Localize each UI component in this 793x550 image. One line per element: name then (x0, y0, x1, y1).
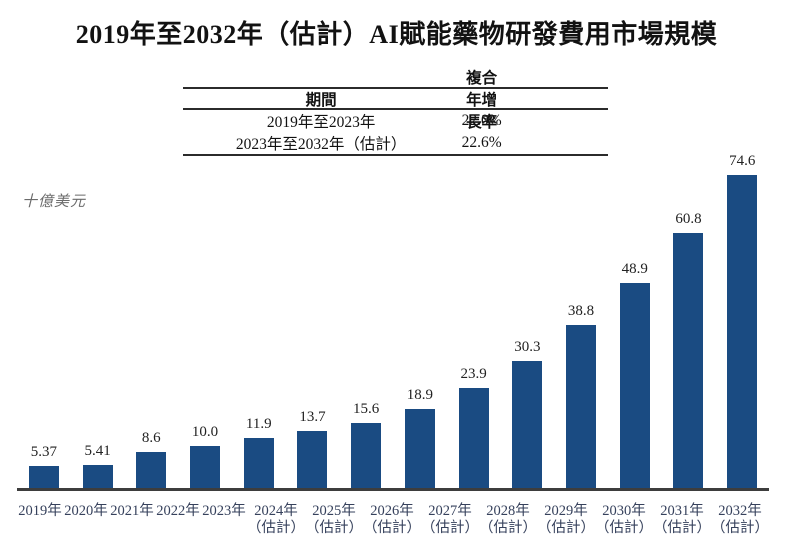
cagr-table-header-cagr: 複合年增長率 (466, 69, 498, 131)
x-axis-label-estimate: （估計） (421, 520, 479, 537)
x-axis-label-year: 2027年 (428, 503, 472, 519)
bar-value-label: 23.9 (460, 365, 487, 382)
bar-group: 5.37 (17, 443, 71, 488)
x-axis-label-year: 2025年 (312, 503, 356, 519)
bar-group: 18.9 (393, 387, 447, 488)
cagr-table-row: 2023年至2032年（估計） 22.6% (183, 132, 608, 154)
x-axis-label: 2030年 （估計） (595, 503, 653, 537)
bar-group: 13.7 (286, 408, 340, 488)
x-axis-label-year: 2021年 (110, 503, 154, 519)
bar-group: 15.6 (339, 400, 393, 488)
cagr-period-value: 2023年至2032年（估計） (235, 136, 407, 153)
cagr-rate-value: 22.0% (461, 112, 502, 129)
x-axis-label: 2026年 （估計） (363, 503, 421, 537)
x-axis-label-year: 2029年 (544, 503, 588, 519)
bar (351, 422, 382, 488)
bar (512, 360, 543, 488)
bar (136, 451, 167, 488)
x-axis-label-estimate: （估計） (537, 520, 595, 537)
bar (82, 465, 113, 488)
bar-value-label: 74.6 (729, 153, 756, 169)
x-axis-label-estimate: （估計） (711, 520, 769, 537)
cagr-period-value: 2019年至2023年 (266, 114, 376, 131)
bar (566, 325, 597, 488)
x-axis-label: 2021年 (109, 503, 155, 537)
x-axis-label: 2020年 (63, 503, 109, 537)
bar-value-label: 60.8 (675, 210, 702, 227)
bar-value-label: 5.37 (30, 443, 57, 460)
x-axis-label: 2022年 (155, 503, 201, 537)
bar (404, 408, 435, 488)
x-axis-label-year: 2023年 (202, 503, 246, 519)
bar-group: 10.0 (178, 424, 232, 488)
bar-value-label: 30.3 (514, 338, 541, 355)
y-axis-unit-label: 十億美元 (22, 194, 87, 210)
bar (190, 446, 221, 488)
bar-value-label: 38.8 (567, 303, 595, 320)
bar-chart: 5.37 5.41 8.6 10.0 11.9 13.7 15.6 18.9 23.9 30.3 3… (17, 148, 769, 537)
x-axis-label-year: 2019年 (18, 503, 62, 519)
bar-value-label: 8.6 (141, 429, 161, 446)
x-axis-label-estimate: （估計） (653, 520, 711, 537)
cagr-table-row: 2019年至2023年 22.0% (183, 110, 608, 132)
bar-value-label: 5.41 (84, 443, 111, 460)
x-axis-label: 2031年 （估計） (653, 503, 711, 537)
bar-group: 23.9 (447, 366, 501, 488)
x-axis-label: 2025年 （估計） (305, 503, 363, 537)
plot-area: 5.37 5.41 8.6 10.0 11.9 13.7 15.6 18.9 23.9 30.3 3… (17, 148, 769, 488)
x-axis-label: 2027年 （估計） (421, 503, 479, 537)
x-axis-label-year: 2030年 (602, 503, 646, 519)
bar-value-label: 13.7 (299, 408, 326, 425)
bar (673, 232, 704, 488)
x-axis-line (17, 488, 769, 491)
x-axis-label-estimate: （估計） (247, 520, 305, 537)
x-axis-label: 2029年 （估計） (537, 503, 595, 537)
cagr-table-header-row: 期間 複合年增長率 (183, 70, 608, 131)
cagr-table-header-period: 期間 (305, 91, 337, 109)
bar-group: 74.6 (715, 153, 769, 488)
bar-group: 11.9 (232, 416, 286, 488)
x-axis-label-year: 2020年 (64, 503, 108, 519)
x-axis-label: 2023年 (201, 503, 247, 537)
bar-value-label: 15.6 (353, 400, 380, 417)
bar-group: 38.8 (554, 303, 608, 488)
bar (243, 438, 274, 488)
bar-value-label: 48.9 (621, 260, 648, 277)
x-axis-label-estimate: （估計） (595, 520, 653, 537)
bar (619, 282, 650, 488)
x-axis-labels: 2019年 2020年 2021年 2022年 2023年 2024年 （估計） 2025年（… (17, 491, 769, 537)
x-axis-label-year: 2031年 (660, 503, 704, 519)
page-title: 2019年至2032年（估計）AI賦能藥物研發費用市場規模 (75, 20, 718, 49)
x-axis-label: 2019年 (17, 503, 63, 537)
bar (727, 175, 758, 488)
x-axis-label-estimate: （估計） (305, 520, 363, 537)
bar-value-label: 18.9 (406, 386, 434, 403)
cagr-rate-value: 22.6% (461, 134, 502, 151)
bar-group: 48.9 (608, 261, 662, 488)
x-axis-label-year: 2024年 (254, 503, 298, 519)
x-axis-label: 2032年 （估計） (711, 503, 769, 537)
x-axis-label-year: 2022年 (156, 503, 200, 519)
bar-group: 60.8 (662, 211, 716, 488)
bar-group: 30.3 (500, 339, 554, 488)
x-axis-label-year: 2028年 (486, 503, 530, 519)
cagr-table: 期間 複合年增長率 2019年至2023年 22.0% 2023年至2032年（… (183, 70, 608, 156)
bar (297, 430, 328, 488)
bar-group: 8.6 (124, 430, 178, 488)
bar-group: 5.41 (71, 443, 125, 488)
x-axis-label: 2028年 （估計） (479, 503, 537, 537)
bar (458, 387, 489, 488)
bar-value-label: 11.9 (245, 416, 272, 433)
x-axis-label-estimate: （估計） (479, 520, 537, 537)
x-axis-label: 2024年 （估計） (247, 503, 305, 537)
x-axis-label-estimate: （估計） (363, 520, 421, 537)
x-axis-label-year: 2026年 (370, 503, 414, 519)
x-axis-label-year: 2032年 (718, 503, 762, 519)
bar-value-label: 10.0 (191, 424, 219, 440)
bar (28, 465, 59, 488)
